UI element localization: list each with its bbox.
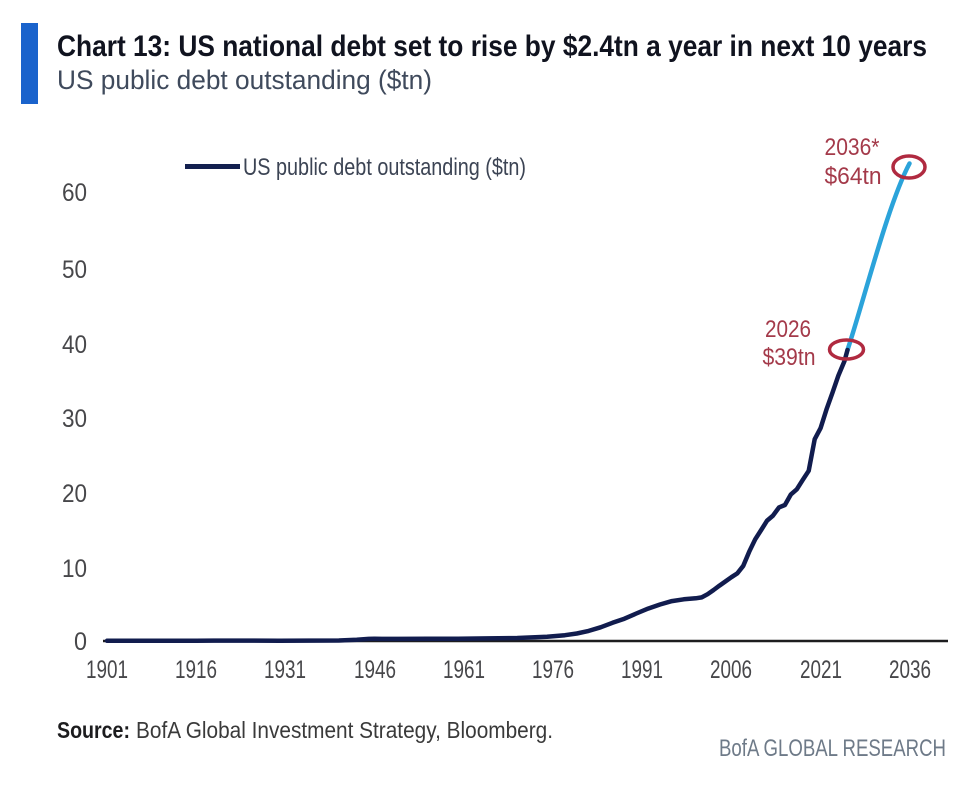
svg-text:1916: 1916 bbox=[175, 656, 217, 684]
svg-text:1976: 1976 bbox=[532, 656, 574, 684]
svg-text:50: 50 bbox=[62, 256, 87, 284]
svg-text:1961: 1961 bbox=[443, 656, 485, 684]
svg-text:Chart 13: US national debt set: Chart 13: US national debt set to rise b… bbox=[57, 30, 927, 63]
svg-text:1991: 1991 bbox=[621, 656, 663, 684]
svg-text:40: 40 bbox=[62, 331, 87, 359]
svg-text:1946: 1946 bbox=[354, 656, 396, 684]
svg-text:2021: 2021 bbox=[800, 656, 842, 684]
svg-text:BofA Global Investment Strateg: BofA Global Investment Strategy, Bloombe… bbox=[136, 717, 553, 743]
svg-text:$64tn: $64tn bbox=[825, 163, 882, 190]
svg-text:US public debt outstanding ($t: US public debt outstanding ($tn) bbox=[243, 154, 526, 181]
svg-text:1931: 1931 bbox=[264, 656, 306, 684]
svg-text:BofA GLOBAL RESEARCH: BofA GLOBAL RESEARCH bbox=[719, 735, 946, 762]
svg-text:Source:: Source: bbox=[57, 717, 130, 743]
svg-text:30: 30 bbox=[62, 405, 87, 433]
svg-text:10: 10 bbox=[62, 555, 87, 583]
svg-text:2036: 2036 bbox=[889, 656, 931, 684]
svg-text:2006: 2006 bbox=[710, 656, 752, 684]
svg-text:60: 60 bbox=[62, 179, 87, 207]
svg-text:1901: 1901 bbox=[86, 656, 128, 684]
svg-text:2026: 2026 bbox=[765, 316, 811, 343]
svg-text:20: 20 bbox=[62, 480, 87, 508]
svg-text:0: 0 bbox=[74, 628, 87, 656]
svg-text:US public debt outstanding ($t: US public debt outstanding ($tn) bbox=[57, 65, 432, 95]
svg-text:$39tn: $39tn bbox=[763, 344, 816, 371]
svg-text:2036*: 2036* bbox=[825, 134, 880, 161]
